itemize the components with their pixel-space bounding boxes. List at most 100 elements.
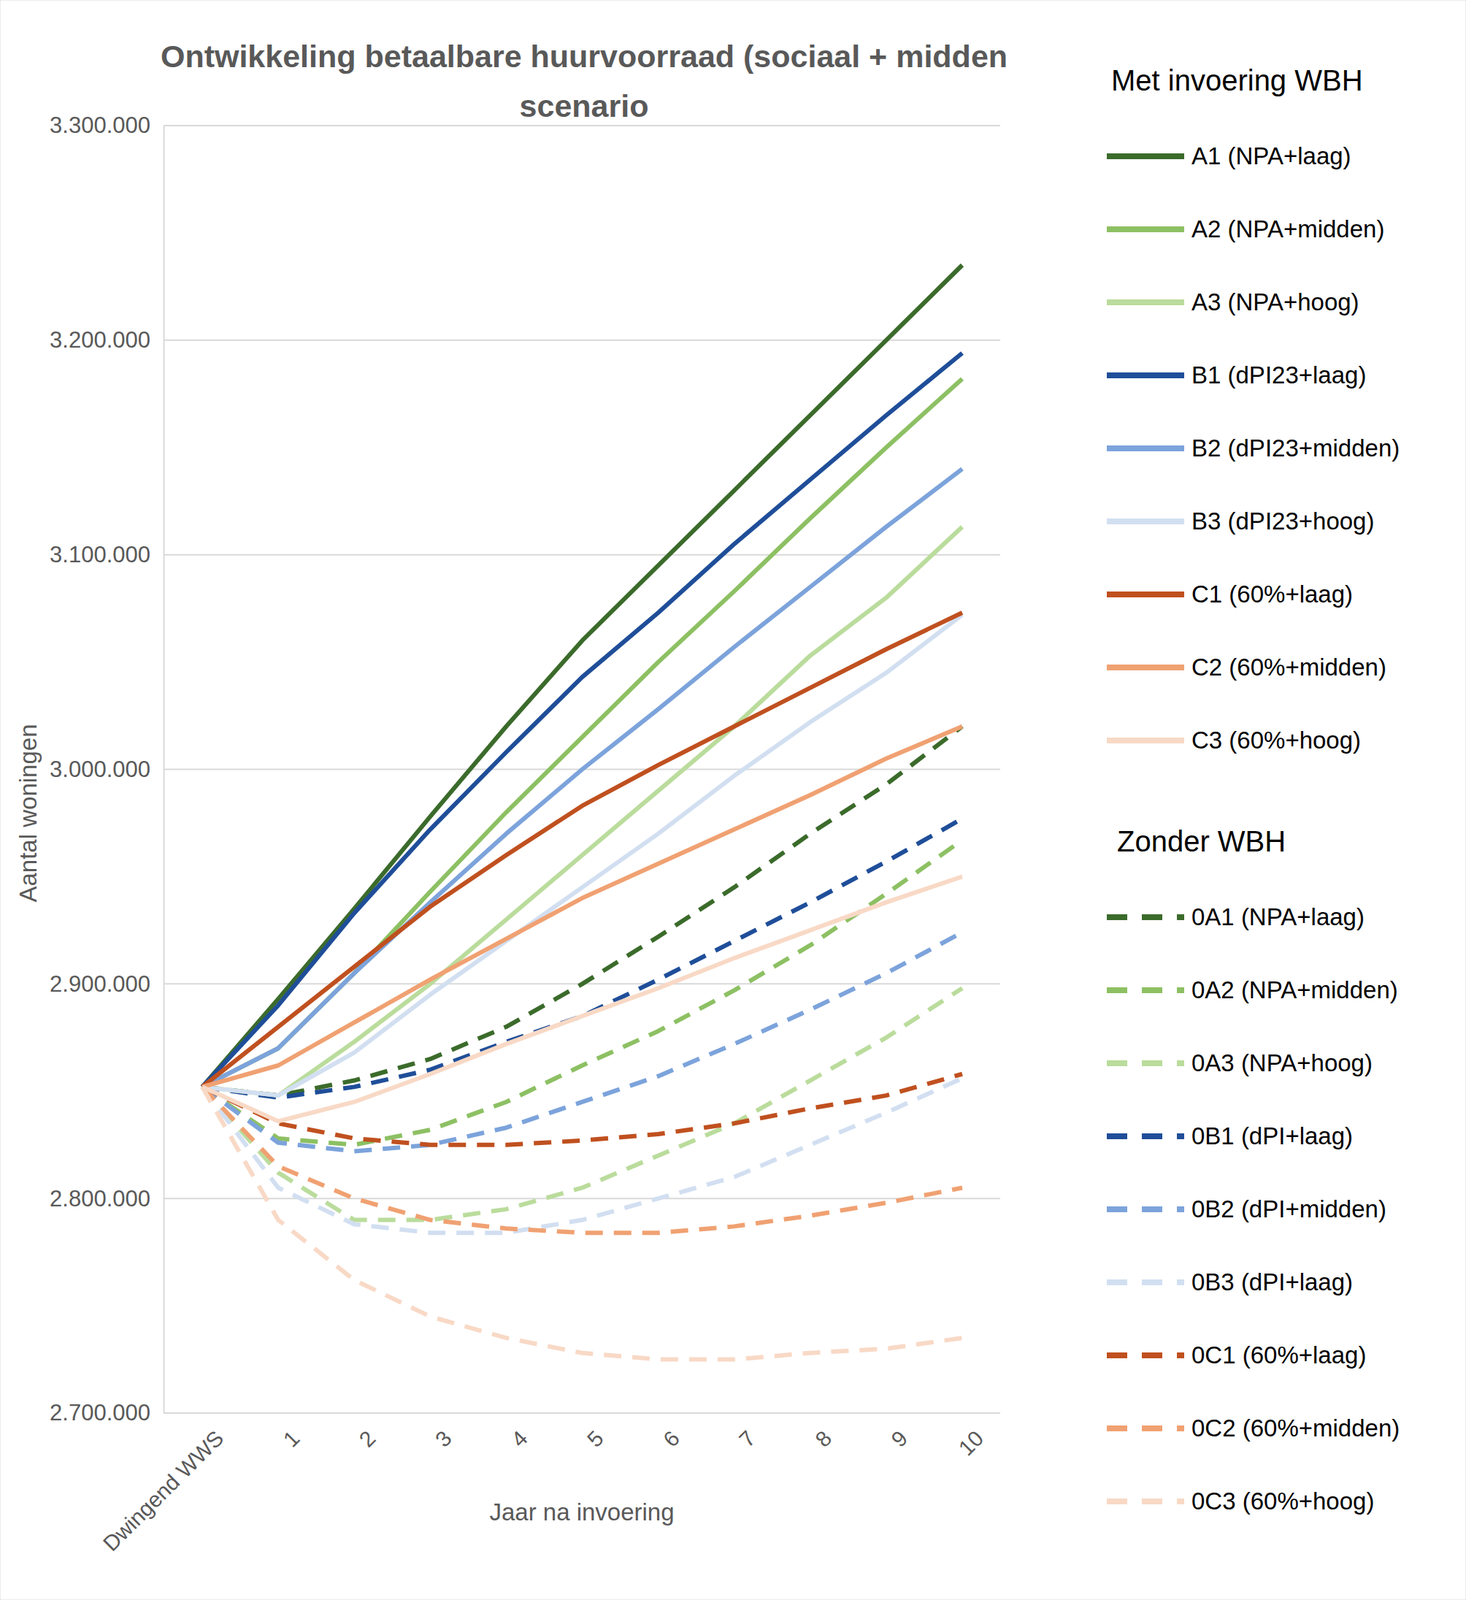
legend-swatch	[1106, 299, 1185, 306]
title: Ontwikkeling betaalbare huurvoorraad (so…	[160, 38, 1008, 124]
y-tick: 3.100.000	[49, 541, 164, 568]
legend-swatch	[1106, 987, 1185, 993]
legend-title: Met invoering WBH	[1111, 64, 1364, 97]
x-tick: 6	[658, 1412, 685, 1452]
y-tick: 2.800.000	[49, 1185, 164, 1212]
legend-swatch	[1106, 737, 1185, 744]
legend-swatch	[1106, 1279, 1185, 1285]
series-line	[202, 1086, 963, 1233]
x-tick-label: 10	[953, 1425, 988, 1461]
legend-label: B3 (dPI23+hoog)	[1191, 507, 1375, 535]
x-tick-label: 2	[354, 1425, 380, 1452]
x-tick-label: 9	[886, 1425, 912, 1452]
grid-line	[163, 1411, 1001, 1414]
legend-label: 0C2 (60%+midden)	[1191, 1414, 1400, 1442]
legend-label: 0B3 (dPI+laag)	[1191, 1268, 1353, 1296]
x-tick: 1	[278, 1412, 304, 1452]
legend-label: A2 (NPA+midden)	[1191, 215, 1385, 243]
y-tick-label: 3.200.000	[49, 327, 151, 353]
x-axis-title: Jaar na invoering	[489, 1498, 674, 1526]
y-tick-label: 3.100.000	[49, 541, 151, 568]
grid-line	[163, 1197, 1001, 1199]
series-line	[202, 726, 963, 1096]
y-axis-title: Aantal woningen	[14, 723, 42, 902]
series-line	[202, 468, 963, 1087]
legend-swatch	[1106, 1060, 1185, 1066]
y-tick-label: 2.900.000	[49, 971, 151, 997]
series-line	[202, 265, 963, 1087]
legend-label: 0C3 (60%+hoog)	[1191, 1487, 1375, 1515]
x-tick: 8	[810, 1412, 836, 1452]
y-tick: 2.700.000	[49, 1399, 164, 1426]
legend-label: B2 (dPI23+midden)	[1191, 434, 1400, 462]
y-axis: 2.700.000 2.800.000 2.900.000 3.000.000 3.10…	[49, 112, 164, 1426]
legend-label: A1 (NPA+laag)	[1191, 142, 1352, 170]
x-tick: 4	[506, 1412, 533, 1452]
legend: Met invoering WBH A1 (NPA+laag) A2 (NPA+mi…	[1106, 64, 1400, 1515]
x-tick-label: 7	[734, 1425, 761, 1452]
x-tick: 2	[354, 1412, 380, 1452]
legend-label: A3 (NPA+hoog)	[1191, 288, 1360, 316]
x-tick-label: Dwingend WWS	[98, 1425, 229, 1556]
y-tick-label: 3.000.000	[49, 756, 151, 782]
x-tick: 3	[430, 1412, 457, 1452]
y-tick: 3.300.000	[49, 112, 164, 138]
series-line	[202, 378, 963, 1088]
x-tick-label: 8	[810, 1425, 836, 1452]
legend-label: C1 (60%+laag)	[1191, 580, 1353, 608]
legend-label: C2 (60%+midden)	[1191, 653, 1387, 681]
legend-label: C3 (60%+hoog)	[1191, 726, 1361, 754]
legend-label: 0A1 (NPA+laag)	[1191, 903, 1365, 931]
legend-swatch	[1106, 153, 1185, 160]
x-tick-label: 5	[582, 1425, 609, 1452]
series-line	[202, 876, 963, 1121]
legend-swatch	[1106, 1352, 1185, 1358]
x-axis-line	[163, 1411, 1001, 1414]
y-tick: 3.000.000	[49, 756, 164, 782]
legend-label: 0C1 (60%+laag)	[1191, 1341, 1366, 1369]
legend-title: Zonder WBH	[1117, 824, 1286, 858]
series-line	[202, 352, 963, 1087]
x-tick: 9	[886, 1412, 912, 1452]
x-tick-label: 3	[430, 1425, 457, 1452]
x-tick-label: 6	[658, 1425, 685, 1452]
legend-label: 0B1 (dPI+laag)	[1191, 1122, 1353, 1150]
grid	[163, 125, 1001, 1413]
legend-swatch	[1106, 226, 1185, 233]
legend-swatch	[1106, 1206, 1185, 1212]
y-tick-label: 2.800.000	[49, 1185, 151, 1212]
series-line	[202, 726, 963, 1088]
grid-line	[163, 124, 1001, 127]
series-line	[202, 1086, 963, 1359]
x-tick: 7	[734, 1412, 761, 1452]
grid-line	[163, 554, 1001, 556]
legend-swatch	[1106, 1133, 1185, 1139]
y-tick-label: 3.300.000	[49, 112, 151, 138]
x-axis: Dwingend WWS 1 2 3 4 5 6 7 8 9 10	[98, 1412, 1001, 1556]
legend-swatch	[1106, 372, 1185, 379]
legend-swatch	[1106, 518, 1185, 525]
legend-label: 0A2 (NPA+midden)	[1191, 976, 1399, 1004]
y-tick: 2.900.000	[49, 971, 164, 997]
legend-swatch	[1106, 914, 1185, 920]
x-tick: 10	[953, 1412, 988, 1460]
x-tick-label: 4	[506, 1425, 533, 1452]
legend-swatch	[1106, 591, 1185, 598]
x-tick: 5	[582, 1412, 609, 1452]
legend-swatch	[1106, 445, 1185, 452]
legend-swatch	[1106, 1425, 1185, 1431]
chart: 2.700.000 2.800.000 2.900.000 3.000.000 3.10…	[0, 0, 1466, 1600]
grid-line	[163, 339, 1001, 341]
y-tick: 3.200.000	[49, 327, 164, 353]
legend-label: 0B2 (dPI+midden)	[1191, 1195, 1387, 1223]
x-tick-label: 1	[278, 1425, 304, 1452]
series-line	[202, 614, 963, 1096]
legend-label: B1 (dPI23+laag)	[1191, 361, 1366, 389]
y-axis-line	[163, 126, 165, 1414]
background	[0, 0, 1466, 1600]
y-tick-label: 2.700.000	[49, 1399, 151, 1426]
legend-swatch	[1106, 664, 1185, 671]
x-tick: Dwingend WWS	[98, 1412, 229, 1556]
legend-swatch	[1106, 1498, 1185, 1504]
lines	[202, 265, 963, 1360]
